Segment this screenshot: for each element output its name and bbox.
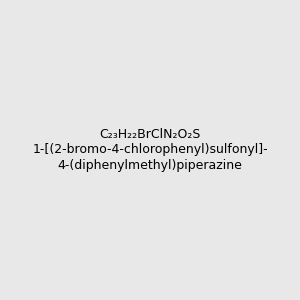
Text: C₂₃H₂₂BrClN₂O₂S
1-[(2-bromo-4-chlorophenyl)sulfonyl]-
4-(diphenylmethyl)piperazi: C₂₃H₂₂BrClN₂O₂S 1-[(2-bromo-4-chlorophen… <box>32 128 268 172</box>
